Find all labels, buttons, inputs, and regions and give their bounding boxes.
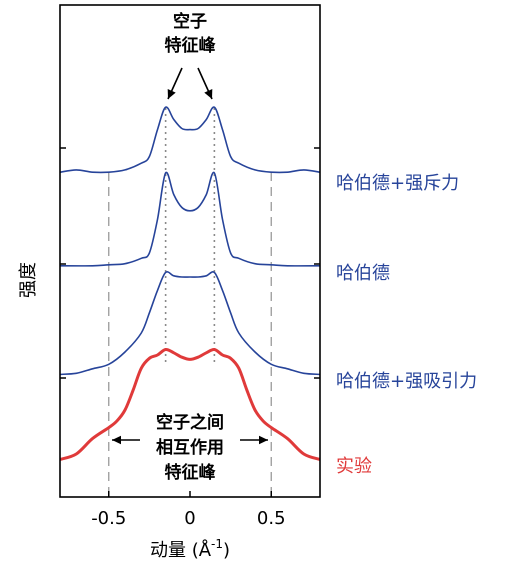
arrow-bottom-right-head <box>259 435 268 445</box>
bottom-annotation-line3: 特征峰 <box>165 462 217 483</box>
bottom-annotation: 空子之间 相互作用 特征峰 <box>156 412 224 483</box>
x-tick-label-2: 0.5 <box>257 508 286 529</box>
series-label-2: 哈伯德+强吸引力 <box>336 371 477 392</box>
bottom-annotation-line2: 相互作用 <box>156 437 224 458</box>
series-line-2 <box>59 271 321 376</box>
series-label-3: 实验 <box>336 456 372 477</box>
arrow-bottom-left-head <box>112 435 121 445</box>
annotation-arrows <box>112 67 268 445</box>
x-tick-label-1: 0 <box>184 508 195 529</box>
arrow-top-right-head <box>204 89 213 99</box>
series-line-0 <box>59 106 321 174</box>
top-annotation: 空子 特征峰 <box>165 11 217 56</box>
x-axis-label: 动量 (Å-1) <box>150 537 230 561</box>
top-annotation-line1: 空子 <box>173 11 207 32</box>
bottom-annotation-line1: 空子之间 <box>156 412 224 433</box>
x-tick-label-0: -0.5 <box>91 508 126 529</box>
curves <box>59 106 321 461</box>
arrow-top-left-head <box>167 89 176 99</box>
series-label-1: 哈伯德 <box>336 263 390 284</box>
series-line-3 <box>59 347 321 461</box>
top-annotation-line2: 特征峰 <box>165 35 217 56</box>
y-axis-label: 强度 <box>18 262 39 298</box>
guide-lines <box>108 108 272 492</box>
series-label-0: 哈伯德+强斥力 <box>336 173 459 194</box>
axis-ticks: -0.5 0 0.5 <box>60 147 320 529</box>
series-line-1 <box>59 171 321 267</box>
